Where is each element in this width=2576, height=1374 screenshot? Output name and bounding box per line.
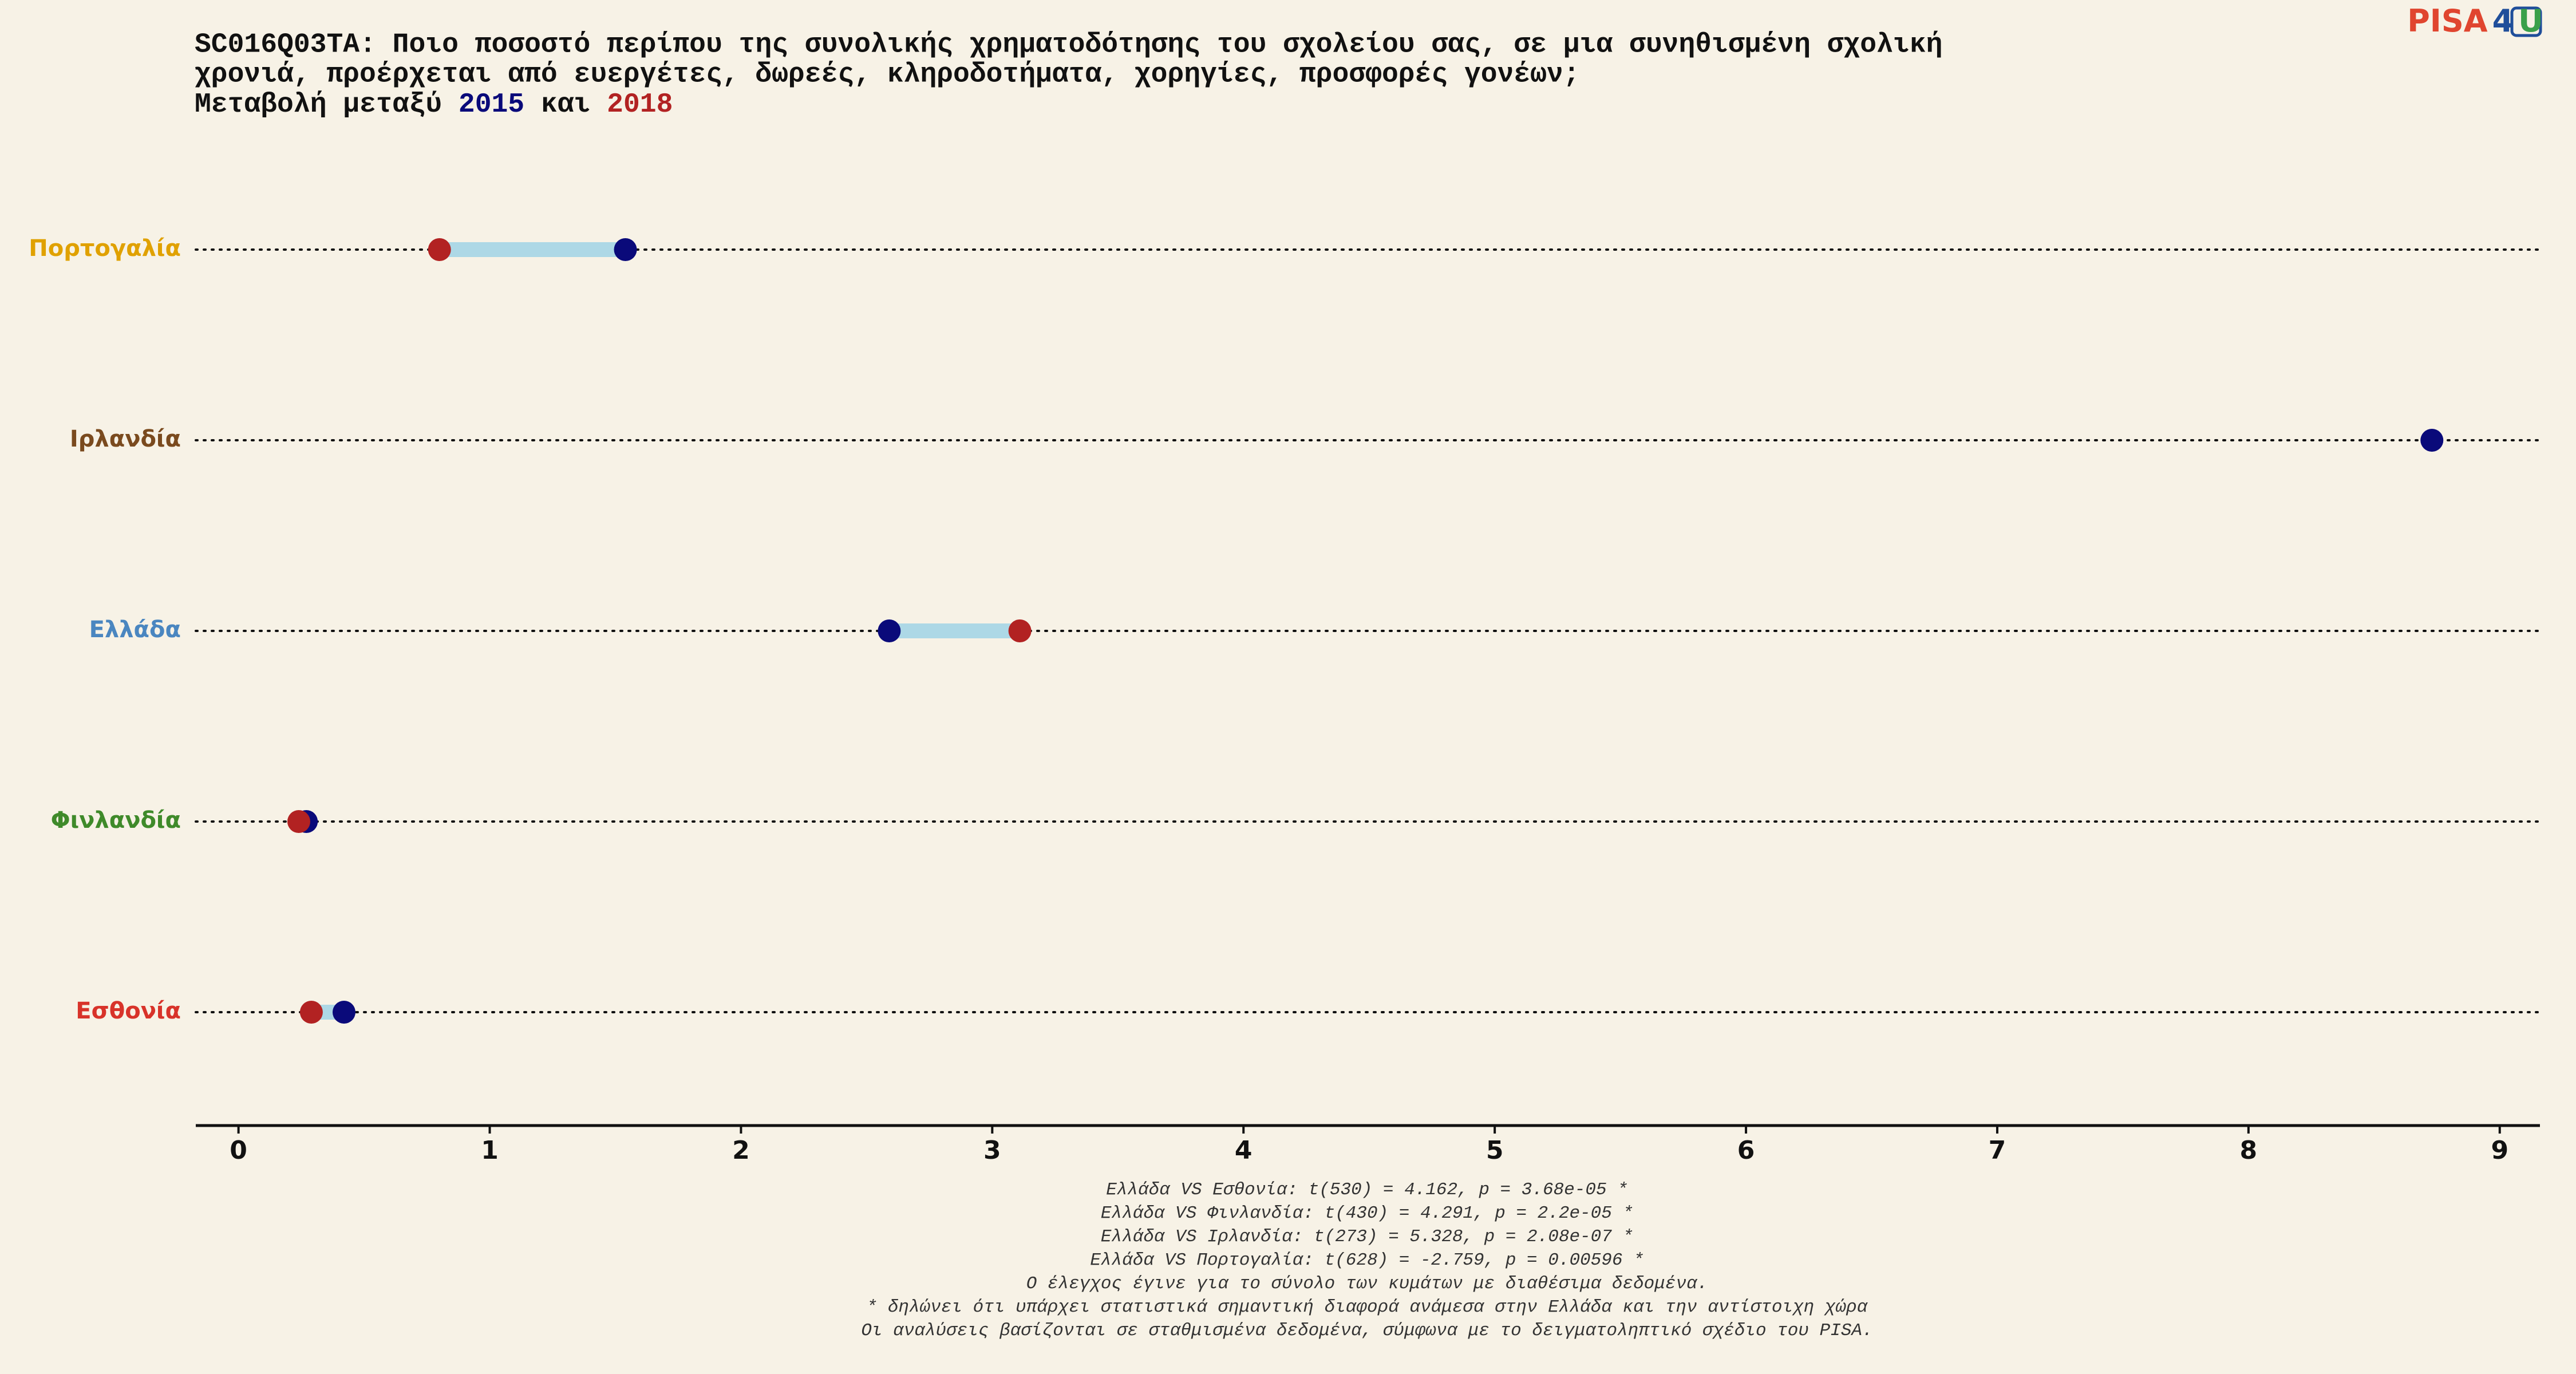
dot <box>1008 619 1032 642</box>
dot <box>299 1001 323 1024</box>
x-tick-label: 2 <box>732 1136 750 1165</box>
dot <box>878 619 901 642</box>
logo-box <box>2510 6 2542 37</box>
logo-part: 4 <box>2492 3 2514 39</box>
logo-part: PISA <box>2407 3 2488 39</box>
footnote: Ελλάδα VS Φινλανδία: t(430) = 4.291, p =… <box>1101 1203 1633 1223</box>
footnote: * δηλώνει ότι υπάρχει στατιστικά σημαντι… <box>867 1297 1868 1317</box>
dot <box>614 238 637 261</box>
subtitle-text: και <box>541 89 590 120</box>
footnote: Ελλάδα VS Ιρλανδία: t(273) = 5.328, p = … <box>1101 1227 1633 1247</box>
subtitle: Μεταβολή μεταξύ 2015 και 2018 <box>195 89 673 120</box>
x-tick-label: 4 <box>1235 1136 1253 1165</box>
x-tick-label: 8 <box>2240 1136 2258 1165</box>
footnote: Ελλάδα VS Εσθονία: t(530) = 4.162, p = 3… <box>1106 1180 1628 1200</box>
category-label: Εσθονία <box>76 998 181 1024</box>
dot <box>332 1001 355 1024</box>
subtitle-text: Μεταβολή μεταξύ <box>195 89 442 120</box>
dot <box>2420 429 2444 452</box>
x-tick-label: 6 <box>1737 1136 1755 1165</box>
x-tick-label: 1 <box>481 1136 499 1165</box>
footnote: Ελλάδα VS Πορτογαλία: t(628) = -2.759, p… <box>1090 1250 1643 1270</box>
x-tick-label: 0 <box>230 1136 247 1165</box>
footnote: Οι αναλύσεις βασίζονται σε σταθμισμένα δ… <box>861 1321 1872 1341</box>
category-label: Ιρλανδία <box>70 426 181 452</box>
x-tick-label: 7 <box>1989 1136 2006 1165</box>
legend-entry: 2015 <box>459 89 524 120</box>
logo: PISA 4 U <box>2407 3 2543 39</box>
x-tick-label: 5 <box>1486 1136 1504 1165</box>
footnote: Ο έλεγχος έγινε για το σύνολο των κυμάτω… <box>1026 1274 1708 1294</box>
dot <box>428 238 451 261</box>
chart-title: χρονιά, προέρχεται από ευεργέτες, δωρεές… <box>195 60 1580 90</box>
category-label: Πορτογαλία <box>29 235 181 262</box>
chart-title: SC016Q03TA: Ποιο ποσοστό περίπου της συν… <box>195 30 1942 61</box>
dot <box>287 810 310 833</box>
x-tick-label: 9 <box>2491 1136 2508 1165</box>
logo-part: U <box>2518 3 2543 39</box>
legend-entry: 2018 <box>607 89 673 120</box>
category-label: Φινλανδία <box>51 807 181 834</box>
category-label: Ελλάδα <box>89 617 181 643</box>
x-tick-label: 3 <box>983 1136 1001 1165</box>
